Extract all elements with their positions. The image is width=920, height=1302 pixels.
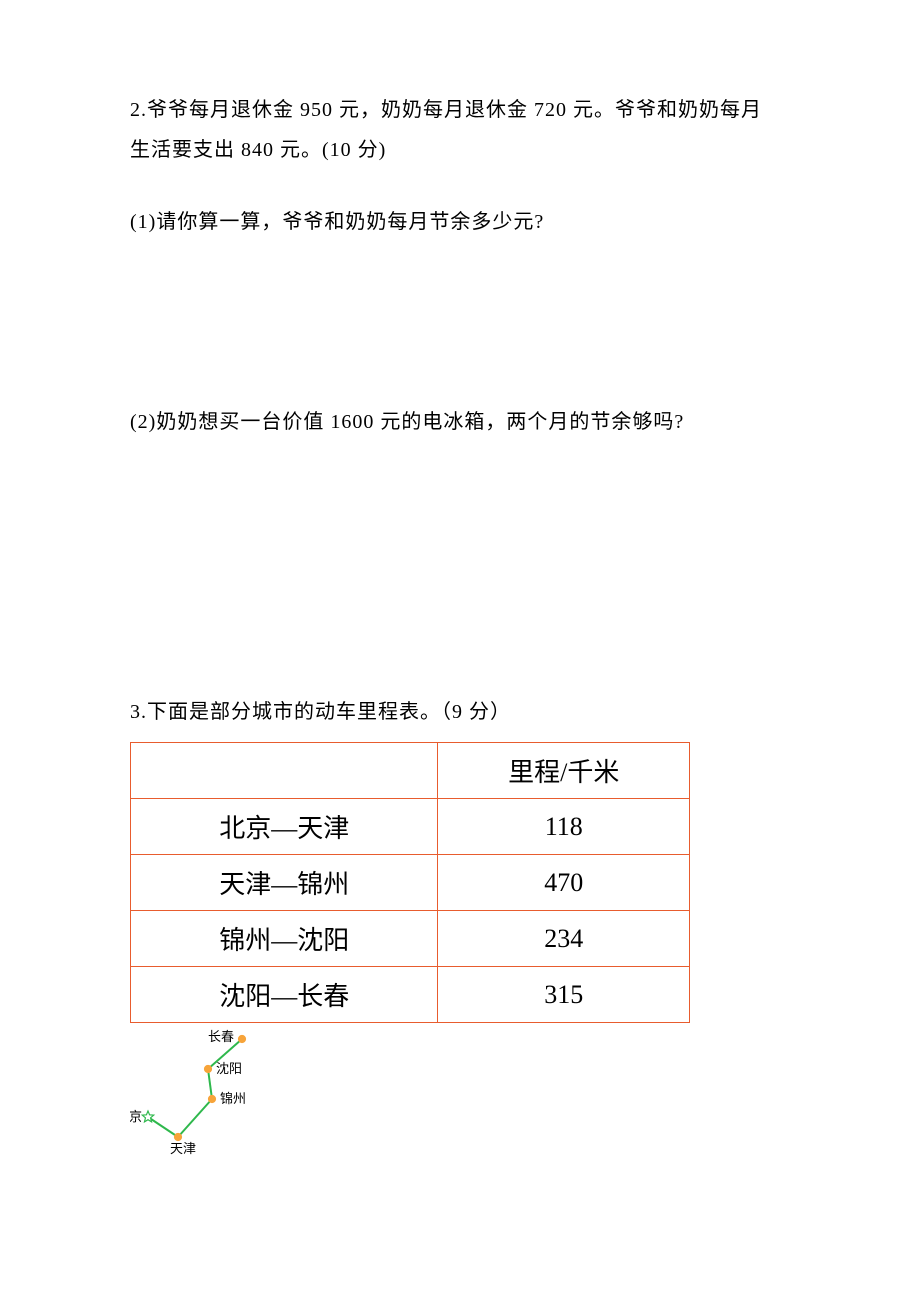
cell-route: 沈阳—长春	[131, 967, 438, 1023]
mileage-table: 里程/千米 北京—天津118天津—锦州470锦州—沈阳234沈阳—长春315	[130, 742, 690, 1023]
cell-km: 234	[438, 911, 690, 967]
map-edge	[208, 1069, 212, 1099]
cell-km: 315	[438, 967, 690, 1023]
map-label: 沈阳	[216, 1061, 242, 1076]
cell-route: 锦州—沈阳	[131, 911, 438, 967]
map-node	[205, 1066, 212, 1073]
route-map: 北京天津 锦州 沈阳 长春	[130, 1029, 790, 1159]
map-node	[175, 1134, 182, 1141]
map-node	[239, 1036, 246, 1043]
map-edge	[178, 1099, 212, 1137]
cell-route: 天津—锦州	[131, 855, 438, 911]
table-row: 北京—天津118	[131, 799, 690, 855]
cell-route: 北京—天津	[131, 799, 438, 855]
q3-title: 3.下面是部分城市的动车里程表。（9 分）	[130, 692, 790, 732]
map-label: 北京	[130, 1109, 142, 1124]
map-edge	[148, 1117, 178, 1137]
table-row: 沈阳—长春315	[131, 967, 690, 1023]
cell-km: 470	[438, 855, 690, 911]
header-route	[131, 743, 438, 799]
header-km: 里程/千米	[438, 743, 690, 799]
table-row: 天津—锦州470	[131, 855, 690, 911]
cell-km: 118	[438, 799, 690, 855]
q2-line1: 2.爷爷每月退休金 950 元，奶奶每月退休金 720 元。爷爷和奶奶每月	[130, 90, 790, 130]
q2-part1: (1)请你算一算，爷爷和奶奶每月节余多少元?	[130, 202, 790, 242]
map-label: 锦州	[220, 1091, 246, 1106]
map-label: 长春	[208, 1029, 234, 1044]
table-row: 锦州—沈阳234	[131, 911, 690, 967]
q2-part2: (2)奶奶想买一台价值 1600 元的电冰箱，两个月的节余够吗?	[130, 402, 790, 442]
table-header-row: 里程/千米	[131, 743, 690, 799]
q2-line2: 生活要支出 840 元。(10 分)	[130, 130, 790, 170]
mileage-table-wrap: 里程/千米 北京—天津118天津—锦州470锦州—沈阳234沈阳—长春315	[130, 742, 790, 1023]
map-node	[209, 1096, 216, 1103]
map-label: 天津	[170, 1141, 196, 1156]
